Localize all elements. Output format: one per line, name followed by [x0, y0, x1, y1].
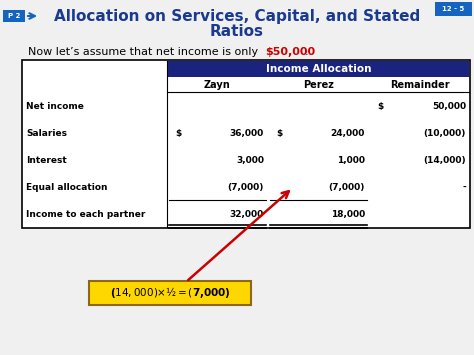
Text: -: - [462, 183, 466, 192]
Text: 12 - 5: 12 - 5 [442, 6, 464, 12]
Text: (7,000): (7,000) [228, 183, 264, 192]
Text: 32,000: 32,000 [230, 210, 264, 219]
Text: $50,000: $50,000 [265, 47, 315, 57]
Text: 36,000: 36,000 [230, 129, 264, 138]
Text: Allocation on Services, Capital, and Stated: Allocation on Services, Capital, and Sta… [54, 10, 420, 24]
Text: $: $ [175, 129, 181, 138]
Text: Remainder: Remainder [390, 80, 449, 89]
FancyBboxPatch shape [89, 281, 251, 305]
Text: Income Allocation: Income Allocation [266, 64, 371, 74]
Bar [22, 60, 470, 228]
Text: (10,000): (10,000) [424, 129, 466, 138]
Text: Now let’s assume that net income is only: Now let’s assume that net income is only [28, 47, 262, 57]
Text: 24,000: 24,000 [331, 129, 365, 138]
Text: Perez: Perez [303, 80, 334, 89]
Text: $: $ [377, 102, 383, 111]
Text: 3,000: 3,000 [236, 156, 264, 165]
Text: 18,000: 18,000 [331, 210, 365, 219]
Text: ($14,000) × ½ = ($7,000): ($14,000) × ½ = ($7,000) [109, 285, 230, 300]
Text: 1,000: 1,000 [337, 156, 365, 165]
FancyArrowPatch shape [28, 13, 35, 19]
Text: Ratios: Ratios [210, 24, 264, 39]
FancyBboxPatch shape [3, 10, 25, 22]
FancyBboxPatch shape [435, 2, 472, 16]
Text: P 2: P 2 [8, 13, 20, 19]
Text: $: $ [276, 129, 282, 138]
Text: (14,000): (14,000) [423, 156, 466, 165]
Text: Income to each partner: Income to each partner [26, 210, 146, 219]
Text: Salaries: Salaries [26, 129, 67, 138]
Text: Zayn: Zayn [204, 80, 231, 89]
Text: (7,000): (7,000) [328, 183, 365, 192]
Text: Equal allocation: Equal allocation [26, 183, 108, 192]
Bar [167, 61, 469, 77]
Text: 50,000: 50,000 [432, 102, 466, 111]
Text: Net income: Net income [26, 102, 84, 111]
Text: Interest: Interest [26, 156, 67, 165]
Text: .: . [305, 47, 309, 57]
